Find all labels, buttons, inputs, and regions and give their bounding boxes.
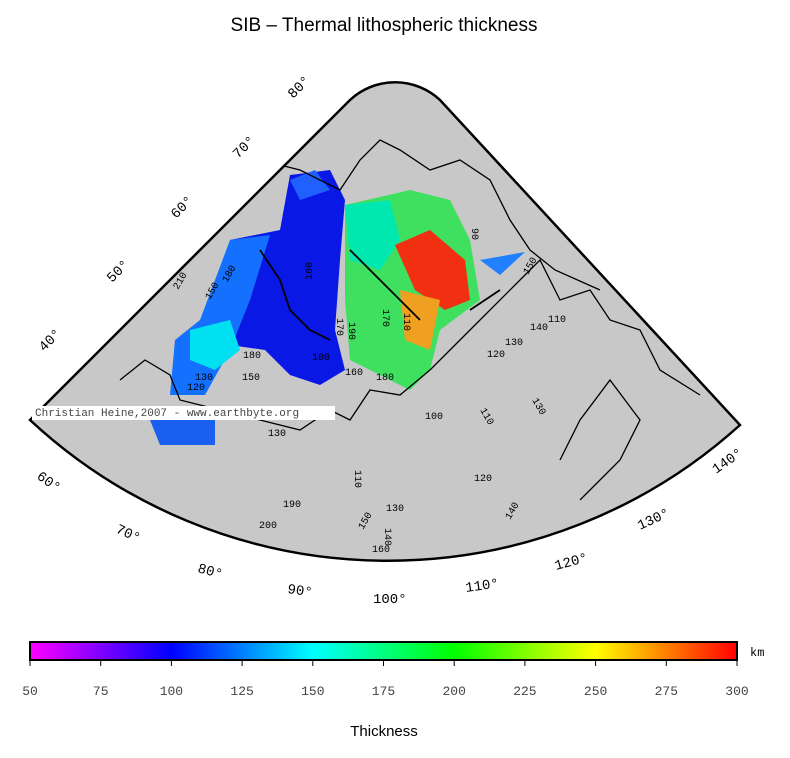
credit-box bbox=[32, 406, 335, 420]
contour-label: 130 bbox=[505, 338, 523, 349]
contour-label: 180 bbox=[243, 351, 261, 362]
colorbar-tick-label: 300 bbox=[725, 684, 748, 699]
colorbar: km Thickness 50 75 100 125 150 175 200 225 250 27… bbox=[22, 641, 764, 740]
contour-label: 190 bbox=[345, 322, 356, 340]
colorbar-tick-label: 225 bbox=[513, 684, 536, 699]
coastlines bbox=[119, 139, 701, 501]
colorbar-label: Thickness bbox=[350, 723, 418, 740]
latitude-label: 40° bbox=[36, 326, 65, 355]
contour-label: 170 bbox=[333, 318, 344, 336]
map-frame bbox=[28, 81, 742, 562]
longitude-label: 70° bbox=[113, 522, 143, 547]
contour-label: 110 bbox=[400, 313, 411, 331]
contour-label: 90 bbox=[468, 228, 479, 240]
contour-label: 180 bbox=[376, 373, 394, 384]
colorbar-tick-label: 75 bbox=[93, 684, 109, 699]
colorbar-tick-label: 50 bbox=[22, 684, 38, 699]
longitude-label: 110° bbox=[464, 576, 500, 597]
longitude-label: 140° bbox=[710, 446, 747, 478]
boundary bbox=[259, 249, 501, 341]
field-patch bbox=[190, 320, 240, 370]
coastline bbox=[119, 258, 701, 431]
contour-label: 140 bbox=[530, 323, 548, 334]
latitude-label: 60° bbox=[168, 193, 197, 222]
contour-label: 160 bbox=[345, 368, 363, 379]
contour-label: 150 bbox=[242, 373, 260, 384]
field-patch bbox=[480, 252, 525, 275]
credit: Christian Heine,2007 - www.earthbyte.org bbox=[32, 406, 335, 420]
latitude-label: 70° bbox=[230, 133, 259, 162]
colorbar-tick-label: 250 bbox=[584, 684, 607, 699]
contour-label: 120 bbox=[187, 383, 205, 394]
title: SIB – Thermal lithospheric thickness bbox=[231, 15, 538, 36]
coastline bbox=[559, 378, 641, 501]
field-patch bbox=[395, 230, 470, 310]
contour-label: 110 bbox=[548, 315, 566, 326]
colorbar-tick-label: 125 bbox=[230, 684, 253, 699]
contour-label: 120 bbox=[474, 474, 492, 485]
field-patch bbox=[150, 420, 215, 445]
field-patch bbox=[345, 200, 400, 270]
latitude-label: 50° bbox=[104, 257, 133, 286]
colorbar-tick-label: 150 bbox=[301, 684, 324, 699]
longitude-label: 100° bbox=[373, 592, 407, 608]
field-patch bbox=[290, 170, 330, 200]
longitude-label: 60° bbox=[33, 469, 63, 497]
map bbox=[28, 81, 742, 562]
credit-text: Christian Heine,2007 - www.earthbyte.org bbox=[35, 408, 299, 420]
colorbar-unit: km bbox=[750, 646, 764, 660]
contour-label: 130 bbox=[195, 373, 213, 384]
contour-label: 100 bbox=[425, 412, 443, 423]
latitude-label: 80° bbox=[285, 73, 314, 102]
colorbar-tick-label: 100 bbox=[160, 684, 183, 699]
coastline bbox=[259, 139, 601, 291]
contour-label: 160 bbox=[305, 262, 316, 280]
longitude-label: 90° bbox=[286, 582, 313, 601]
longitude-label: 120° bbox=[553, 551, 590, 575]
colorbar-tick-label: 200 bbox=[442, 684, 465, 699]
contour-label: 160 bbox=[372, 545, 390, 556]
contour-label: 120 bbox=[487, 350, 505, 361]
longitude-label: 130° bbox=[635, 506, 672, 535]
contour-label: 110 bbox=[351, 470, 362, 488]
contour-label: 140 bbox=[381, 528, 392, 546]
contour-label: 200 bbox=[259, 521, 277, 532]
colorbar-gradient bbox=[29, 641, 738, 661]
contour-label: 130 bbox=[386, 504, 404, 515]
colorbar-tick-label: 175 bbox=[372, 684, 395, 699]
longitude-label: 80° bbox=[196, 561, 225, 583]
contour-label: 170 bbox=[379, 309, 390, 327]
colorbar-tick-label: 275 bbox=[655, 684, 678, 699]
contour-label: 100 bbox=[312, 353, 330, 364]
contour-label: 130 bbox=[268, 429, 286, 440]
contour-label: 190 bbox=[283, 500, 301, 511]
